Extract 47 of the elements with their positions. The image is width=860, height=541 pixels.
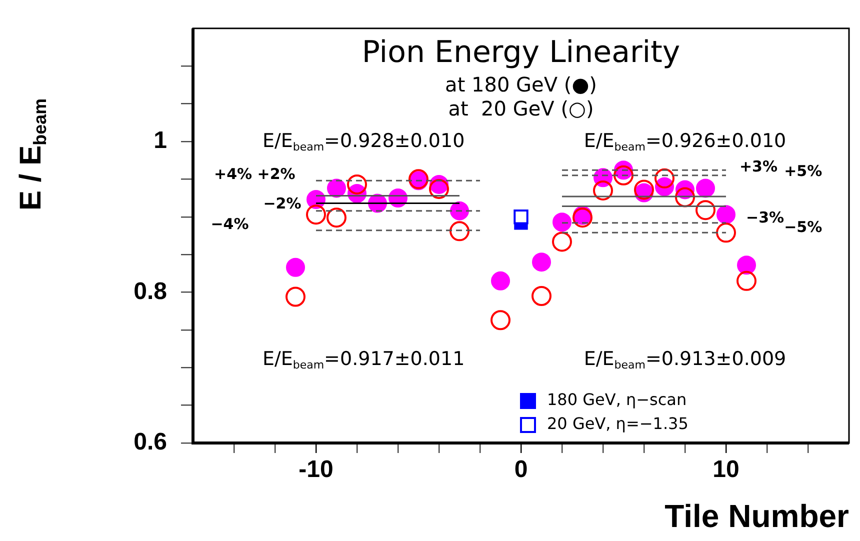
text: at 180 GeV (●) at 20 GeV (○) bbox=[445, 72, 597, 121]
annotation: −3% bbox=[746, 208, 784, 227]
point bbox=[716, 222, 736, 243]
point bbox=[306, 204, 326, 225]
x-tick-label: 10 bbox=[712, 456, 740, 484]
point bbox=[532, 252, 551, 272]
point bbox=[286, 286, 306, 307]
point bbox=[696, 178, 715, 198]
point bbox=[572, 208, 592, 228]
point bbox=[532, 286, 552, 306]
point bbox=[736, 270, 756, 291]
point bbox=[634, 180, 654, 200]
point bbox=[491, 271, 510, 290]
point bbox=[286, 258, 305, 277]
annotation: −5% bbox=[784, 218, 822, 236]
x-tick-label: 0 bbox=[514, 456, 528, 484]
annotation: −2% bbox=[263, 194, 302, 212]
annotation: +3% bbox=[739, 158, 778, 176]
point bbox=[450, 201, 469, 220]
point bbox=[737, 256, 756, 275]
point bbox=[490, 310, 510, 330]
annotation: −4% bbox=[210, 215, 249, 234]
point bbox=[514, 209, 528, 224]
point bbox=[675, 187, 695, 208]
annotation: +4% +2% bbox=[214, 165, 296, 184]
annotation: +5% bbox=[784, 162, 822, 180]
point bbox=[593, 180, 613, 200]
point bbox=[654, 168, 674, 188]
y-tick-label: 0.8 bbox=[134, 278, 167, 305]
chart-title: Pion Energy Linearity bbox=[362, 35, 680, 70]
y-axis-title: E / Ebeam bbox=[14, 98, 50, 210]
point bbox=[552, 212, 572, 232]
point bbox=[614, 165, 634, 186]
y-tick-label: 0.6 bbox=[134, 428, 167, 456]
point bbox=[327, 178, 346, 198]
point bbox=[552, 232, 572, 252]
y-tick-label: 1 bbox=[154, 127, 167, 154]
x-axis-title: Tile Number bbox=[664, 498, 849, 534]
x-tick-label: -10 bbox=[298, 456, 334, 484]
point bbox=[696, 200, 716, 220]
point bbox=[429, 178, 449, 199]
point bbox=[326, 208, 346, 228]
legend-label: 180 GeV, η−scan bbox=[547, 390, 687, 410]
point bbox=[450, 221, 470, 242]
point bbox=[716, 205, 736, 224]
point bbox=[347, 174, 367, 194]
legend-label: 20 GeV, η=−1.35 bbox=[547, 414, 688, 434]
